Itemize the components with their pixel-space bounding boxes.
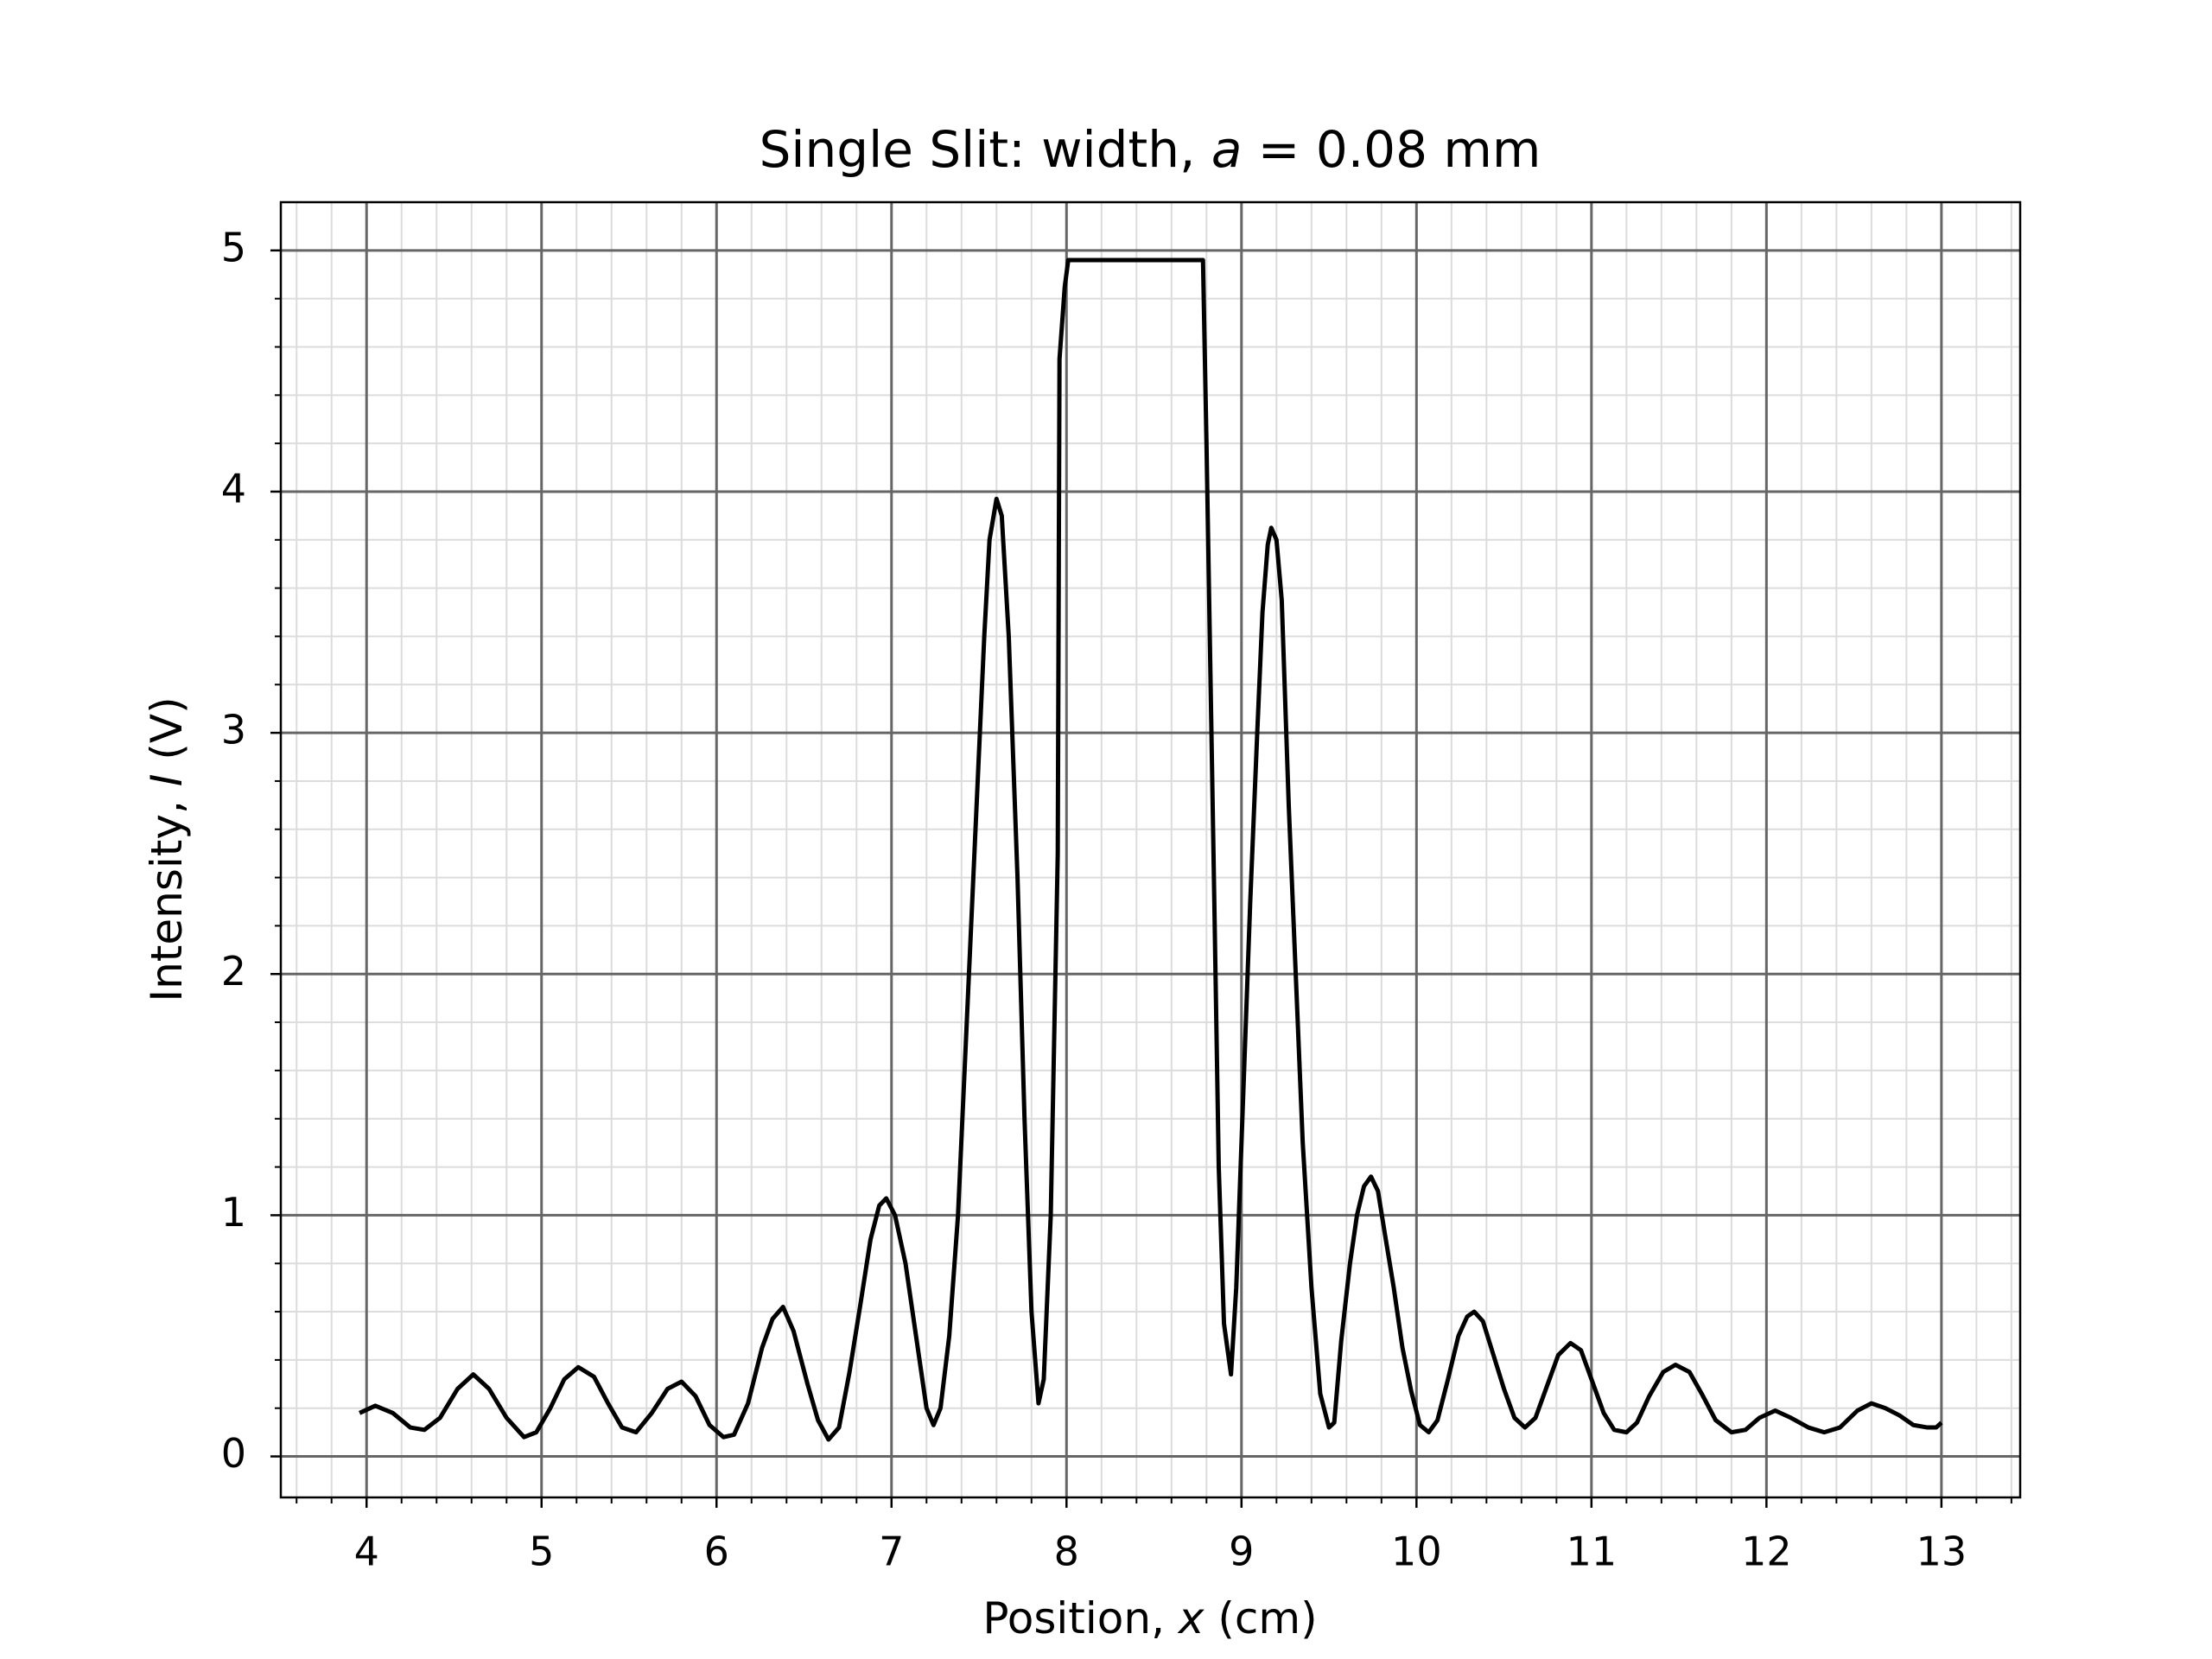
x-tick-label: 13: [1916, 1529, 1967, 1575]
x-tick-label: 11: [1567, 1529, 1618, 1575]
x-tick-label: 4: [354, 1529, 379, 1575]
title-part: Single Slit: width,: [760, 120, 1211, 179]
y-tick-label: 5: [221, 224, 246, 270]
x-tick-label: 5: [529, 1529, 554, 1575]
x-tick-label: 6: [704, 1529, 729, 1575]
x-tick-label: 9: [1229, 1529, 1254, 1575]
y-tick-label: 2: [221, 948, 246, 995]
x-tick-label: 7: [879, 1529, 904, 1575]
axes-frame: [279, 200, 2022, 1499]
y-tick-label: 0: [221, 1430, 246, 1477]
x-tick-label: 12: [1741, 1529, 1792, 1575]
title-variable: a: [1211, 120, 1243, 179]
label-part: (V): [142, 696, 192, 773]
label-variable: I: [142, 773, 192, 786]
label-part: (cm): [1204, 1593, 1317, 1643]
y-tick-label: 4: [221, 465, 246, 512]
x-tick-label: 8: [1054, 1529, 1079, 1575]
plot-area: [359, 257, 1943, 1442]
x-axis-label: Position, x (cm): [982, 1593, 1317, 1643]
data-line: [359, 257, 1943, 1442]
title-part: = 0.08 mm: [1242, 120, 1541, 179]
x-tick-label: 10: [1391, 1529, 1442, 1575]
y-axis-label: Intensity, I (V): [142, 696, 192, 1001]
label-part: Position,: [982, 1593, 1178, 1643]
y-tick-label: 3: [221, 707, 246, 753]
y-tick-label: 1: [221, 1189, 246, 1236]
grid: [281, 202, 2020, 1497]
label-part: Intensity,: [142, 786, 192, 1001]
label-variable: x: [1177, 1593, 1205, 1643]
chart-title: Single Slit: width, a = 0.08 mm: [760, 120, 1541, 179]
